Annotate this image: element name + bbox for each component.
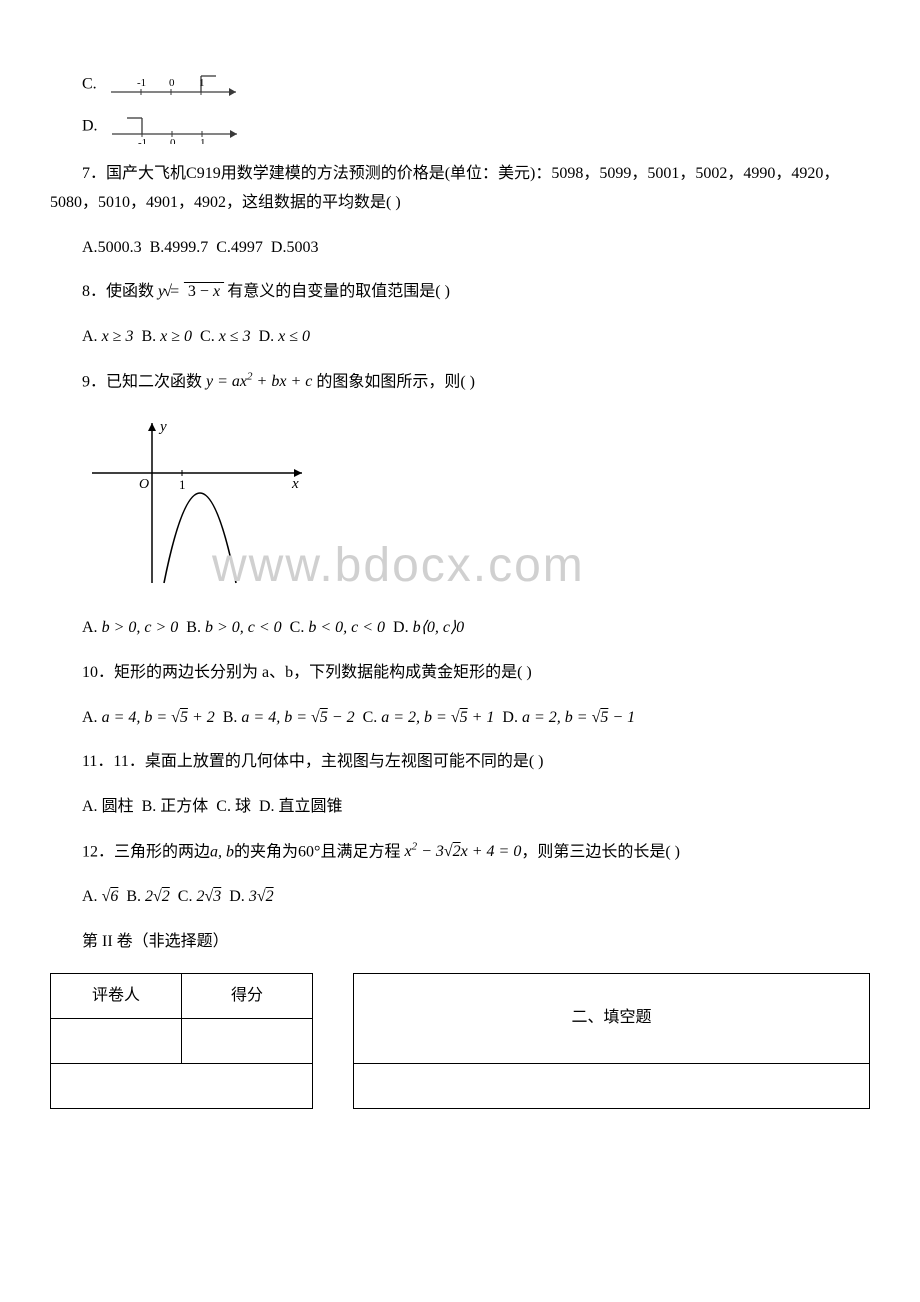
table-row: 评卷人 得分 二、填空题 [51, 973, 870, 1019]
q9-options: A. b > 0, c > 0 B. b > 0, c < 0 C. b < 0… [50, 614, 870, 643]
q8-text-a: 8．使函数 [82, 283, 154, 300]
q12-text: 12．三角形的两边a, b的夹角为60°且满足方程 x2 − 3√2x + 4 … [50, 838, 870, 867]
q7-options: A.5000.3 B.4999.7 C.4997 D.5003 [50, 234, 870, 263]
q12-options: A. √6 B. 2√2 C. 2√3 D. 3√2 [50, 883, 870, 912]
grading-cell [51, 1064, 313, 1109]
grading-gap [313, 973, 354, 1109]
q11-opt-b: 正方体 [160, 798, 208, 815]
q10-text: 10．矩形的两边长分别为 a、b，下列数据能构成黄金矩形的是( ) [50, 659, 870, 688]
q8-opt-b: x ≥ 0 [160, 328, 192, 345]
q10-opt-c: a = 2, b = √5 + 1 [381, 709, 494, 726]
q12-opt-a: √6 [102, 888, 119, 905]
q8-formula: y = 3 − x √ [158, 283, 223, 300]
q6-c-label: C. [82, 76, 97, 93]
table-row [51, 1064, 870, 1109]
q9-text-b: 的图象如图所示，则( ) [316, 373, 475, 390]
q6-c-numberline: -1 0 1 [101, 68, 251, 102]
svg-text:1: 1 [179, 477, 186, 492]
q12-text-b: 的夹角为 [234, 843, 298, 860]
svg-text:1: 1 [199, 77, 205, 89]
q8-options: A. x ≥ 3 B. x ≥ 0 C. x ≤ 3 D. x ≤ 0 [50, 323, 870, 352]
q12-angle: 60° [298, 843, 320, 860]
grading-cell [182, 1019, 313, 1064]
q11-opt-c: 球 [235, 798, 251, 815]
q12-text-a: 12．三角形的两边 [82, 843, 210, 860]
q9-parabola-graph: y x O 1 [82, 413, 312, 593]
svg-text:x: x [291, 476, 299, 492]
svg-text:-1: -1 [137, 77, 146, 89]
q11-options: A. 圆柱 B. 正方体 C. 球 D. 直立圆锥 [50, 793, 870, 822]
q8-text: 8．使函数 y = 3 − x √ 有意义的自变量的取值范围是( ) [50, 278, 870, 307]
q12-eq: x2 − 3√2x + 4 = 0 [404, 843, 521, 860]
q7-text: 7．国产大飞机C919用数学建模的方法预测的价格是(单位：美元)：5098，50… [50, 160, 870, 218]
q8-opt-d: x ≤ 0 [278, 328, 310, 345]
q7-opt-c: 4997 [231, 239, 263, 256]
svg-text:1: 1 [200, 137, 206, 144]
svg-text:-1: -1 [138, 137, 147, 144]
svg-text:y: y [158, 419, 167, 435]
q10-opt-a: a = 4, b = √5 + 2 [102, 709, 215, 726]
q9-opt-d: b⟨0, c⟩0 [413, 619, 465, 636]
q7-plane: C919 [186, 165, 221, 182]
q6-option-c: C. -1 0 1 [50, 68, 870, 102]
q8-text-b: 有意义的自变量的取值范围是( ) [227, 283, 450, 300]
q9-text-a: 9．已知二次函数 [82, 373, 202, 390]
q11-opt-d: 直立圆锥 [279, 798, 343, 815]
q8-opt-a: x ≥ 3 [102, 328, 134, 345]
q11-text: 11．11．桌面上放置的几何体中，主视图与左视图可能不同的是( ) [50, 748, 870, 777]
q7-text-a: 7．国产大飞机 [82, 165, 186, 182]
grading-table: 评卷人 得分 二、填空题 [50, 973, 870, 1110]
q10-opt-b: a = 4, b = √5 − 2 [241, 709, 354, 726]
q9-opt-b: b > 0, c < 0 [205, 619, 282, 636]
q12-opt-d: 3√2 [249, 888, 274, 905]
q9-opt-a: b > 0, c > 0 [102, 619, 179, 636]
q12-opt-b: 2√2 [145, 888, 170, 905]
q12-text-d: ，则第三边长的长是( ) [521, 843, 680, 860]
grading-cell [51, 1019, 182, 1064]
grading-col1-header: 评卷人 [51, 973, 182, 1019]
q10-opt-d: a = 2, b = √5 − 1 [522, 709, 635, 726]
q8-opt-c: x ≤ 3 [219, 328, 251, 345]
q12-text-c: 且满足方程 [320, 843, 400, 860]
q7-opt-b: 4999.7 [164, 239, 208, 256]
q7-opt-a: 5000.3 [98, 239, 142, 256]
q6-option-d: D. -1 0 1 [50, 110, 870, 144]
q9-opt-c: b < 0, c < 0 [308, 619, 385, 636]
svg-text:0: 0 [169, 77, 175, 89]
svg-text:0: 0 [170, 137, 176, 144]
q9-text: 9．已知二次函数 y = ax2 + bx + c 的图象如图所示，则( ) [50, 368, 870, 397]
q11-opt-a: 圆柱 [102, 798, 134, 815]
grading-col2-header: 得分 [182, 973, 313, 1019]
svg-text:O: O [139, 477, 149, 492]
q10-options: A. a = 4, b = √5 + 2 B. a = 4, b = √5 − … [50, 704, 870, 733]
q6-d-label: D. [82, 118, 98, 135]
grading-cell [354, 1064, 870, 1109]
q12-ab: a, b [210, 843, 234, 860]
q6-d-numberline: -1 0 1 [102, 110, 252, 144]
q12-opt-c: 2√3 [196, 888, 221, 905]
q7-opt-d: 5003 [286, 239, 318, 256]
q9-formula: y = ax2 + bx + c [206, 373, 312, 390]
section2-title: 第 II 卷（非选择题） [50, 928, 870, 957]
section-heading: 二、填空题 [354, 973, 870, 1064]
